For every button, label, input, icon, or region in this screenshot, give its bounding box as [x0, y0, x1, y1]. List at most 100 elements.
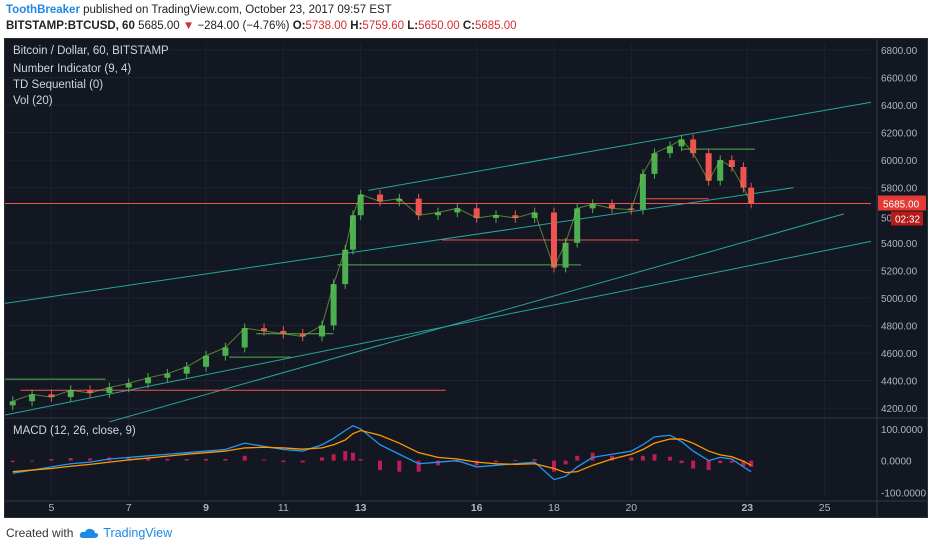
candle-body — [330, 284, 337, 326]
macd-histogram-bar — [609, 455, 614, 461]
price-tick-label: 4800.00 — [881, 321, 918, 332]
macd-histogram-bar — [667, 456, 672, 461]
time-tick-label: 9 — [203, 502, 209, 514]
last-price-tag-label: 5685.00 — [883, 200, 920, 211]
macd-tick-label: -100.0000 — [881, 488, 926, 499]
macd-histogram-bar — [416, 460, 421, 472]
candle-body — [48, 394, 55, 398]
created-with-text: Created with — [6, 526, 74, 540]
indicator-number[interactable]: Number Indicator (9, 4) — [13, 63, 132, 75]
time-tick-label: 20 — [625, 502, 637, 514]
macd-histogram-bar — [563, 460, 568, 465]
macd-histogram-bar — [718, 460, 723, 464]
macd-histogram-bar — [331, 454, 336, 461]
author-link[interactable]: ToothBreaker — [6, 4, 80, 16]
last-price: 5685.00 — [138, 20, 180, 32]
macd-histogram-bar — [590, 452, 595, 461]
candle-body — [9, 401, 16, 406]
macd-histogram-bar — [575, 455, 580, 461]
price-tick-label: 4200.00 — [881, 404, 918, 415]
candle-body — [299, 333, 306, 337]
candle-body — [512, 215, 519, 218]
macd-histogram-bar — [629, 457, 634, 461]
macd-histogram-bar — [320, 457, 325, 461]
cloud-icon — [80, 528, 99, 538]
candle-body — [357, 194, 364, 216]
trend-line — [5, 240, 872, 416]
candle-body — [651, 153, 658, 174]
macd-histogram-bar — [729, 460, 734, 463]
candle-body — [717, 160, 724, 181]
macd-tick-label: 100.0000 — [881, 425, 923, 436]
high-label: H: — [350, 20, 363, 32]
macd-histogram-bar — [242, 455, 247, 461]
macd-histogram-bar — [204, 459, 209, 461]
price-tick-label: 4400.00 — [881, 377, 918, 388]
candle-body — [342, 249, 349, 285]
macd-histogram-bar — [146, 458, 151, 461]
macd-histogram-bar — [68, 458, 73, 461]
candle-body — [454, 208, 461, 213]
macd-histogram-bar — [691, 460, 696, 469]
close-label: C: — [462, 20, 475, 32]
candle-body — [666, 146, 673, 154]
time-tick-label: 7 — [126, 502, 132, 514]
candle-body — [125, 383, 132, 388]
candle-body — [550, 212, 557, 268]
price-tick-label: 5200.00 — [881, 266, 918, 277]
candle-body — [531, 212, 538, 218]
candle-body — [222, 347, 229, 356]
price-tick-label: 6000.00 — [881, 156, 918, 167]
candle-body — [574, 208, 581, 243]
macd-histogram-bar — [513, 459, 518, 461]
price-chart[interactable]: 6800.00 6600.00 6400.00 6200.00 6000.00 5800.… — [5, 39, 927, 517]
indicator-macd[interactable]: MACD (12, 26, close, 9) — [13, 425, 136, 437]
price-tick-label: 6600.00 — [881, 73, 918, 84]
time-tick-label: 11 — [278, 502, 289, 514]
chart-frame[interactable]: 6800.00 6600.00 6400.00 6200.00 6000.00 5800.… — [4, 38, 928, 518]
macd-histogram-bar — [551, 460, 556, 472]
price-tick-label: 6800.00 — [881, 46, 918, 57]
open-value: 5738.00 — [305, 20, 348, 32]
macd-histogram-bar — [493, 460, 498, 463]
macd-histogram-bar — [640, 455, 645, 461]
macd-histogram-bar — [49, 459, 54, 461]
low-value: 5650.00 — [418, 20, 460, 32]
candle-body — [562, 242, 569, 268]
candle-body — [639, 173, 646, 210]
macd-histogram-bar — [679, 460, 684, 464]
price-tick-label: 6200.00 — [881, 129, 918, 140]
countdown-tag-label: 02:32 — [895, 215, 920, 226]
candle-body — [87, 390, 94, 393]
time-tick-label: 16 — [471, 502, 483, 514]
candle-body — [589, 204, 596, 209]
indicator-volume[interactable]: Vol (20) — [13, 95, 53, 107]
candle-body — [492, 215, 499, 218]
candle-body — [473, 208, 480, 218]
macd-histogram-bar — [10, 460, 15, 463]
candle-body — [319, 325, 326, 337]
quote-line: BITSTAMP:BTCUSD, 60 5685.00 ▼ −284.00 (−… — [6, 20, 517, 32]
macd-histogram-bar — [165, 458, 170, 461]
macd-histogram-bar — [652, 454, 657, 461]
candle-body — [203, 355, 210, 367]
indicator-td-sequential[interactable]: TD Sequential (0) — [13, 79, 104, 91]
candle-body — [396, 198, 403, 202]
trend-line — [5, 187, 794, 304]
price-change: −284.00 (−4.76%) — [197, 20, 290, 32]
macd-histogram-bar — [474, 460, 479, 466]
candle-body — [740, 167, 747, 188]
macd-tick-label: 0.0000 — [881, 457, 912, 468]
published-text: published on TradingView.com, October 23… — [83, 4, 392, 16]
time-tick-label: 23 — [741, 502, 753, 514]
macd-histogram-bar — [397, 460, 402, 472]
candle-body — [415, 198, 422, 216]
publish-line: ToothBreaker published on TradingView.co… — [6, 4, 392, 16]
tradingview-link[interactable]: TradingView — [79, 526, 172, 540]
macd-histogram-bar — [749, 460, 754, 467]
open-label: O: — [292, 20, 306, 32]
countdown-tag — [891, 211, 923, 226]
candle-body — [145, 377, 152, 384]
price-tick-label: 5000.00 — [881, 294, 918, 305]
candle-body — [164, 373, 171, 378]
